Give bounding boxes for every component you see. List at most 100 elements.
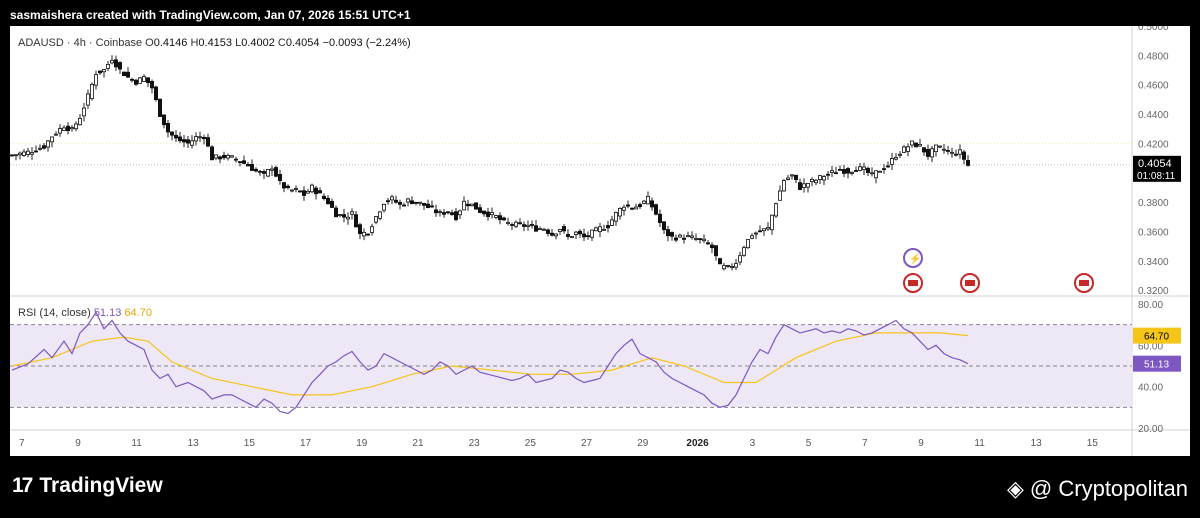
credit: ◈ @ Cryptopolitan <box>1007 476 1188 502</box>
candle <box>802 183 807 188</box>
price-tick-label: 0.4600 <box>1138 81 1169 92</box>
candle <box>405 198 410 203</box>
candle <box>409 200 414 205</box>
candle <box>82 107 87 117</box>
candle <box>130 78 135 81</box>
candle <box>718 258 723 265</box>
candle <box>333 207 338 218</box>
candle <box>666 229 671 237</box>
price-tag-countdown: 01:08:11 <box>1137 171 1176 182</box>
rsi-legend-part: 51.13 <box>94 307 125 319</box>
candle <box>634 206 639 210</box>
candle <box>538 228 543 231</box>
candle <box>686 235 691 238</box>
candle <box>481 210 486 215</box>
candle <box>269 168 274 171</box>
candle <box>289 189 294 192</box>
time-tick-label: 17 <box>300 438 312 449</box>
time-tick-label: 7 <box>19 438 25 449</box>
candle <box>413 201 418 204</box>
candle <box>90 83 95 99</box>
candle <box>594 227 599 232</box>
candle <box>313 187 318 195</box>
candle <box>477 207 482 213</box>
price-tick-label: 0.3800 <box>1138 198 1169 209</box>
candle <box>630 207 635 210</box>
candle <box>141 76 146 82</box>
time-tick-label: 11 <box>974 438 985 449</box>
candle <box>273 167 278 177</box>
candle <box>185 139 190 144</box>
candle <box>706 242 711 245</box>
candle <box>165 122 170 133</box>
candle <box>501 217 506 221</box>
candle <box>46 140 51 148</box>
rsi-legend: RSI (14, close) 51.13 64.70 <box>18 307 152 319</box>
rsi-ma-line <box>11 332 969 396</box>
candle <box>33 150 38 153</box>
candle <box>94 74 99 86</box>
candle <box>345 216 350 220</box>
candle <box>690 235 695 238</box>
candle <box>694 237 699 240</box>
candle <box>602 229 607 231</box>
legend-part: H <box>190 37 198 49</box>
candle <box>866 167 871 173</box>
candle <box>790 174 795 177</box>
candle <box>582 233 587 238</box>
candle <box>574 231 579 235</box>
legend-part: C <box>278 37 286 49</box>
candle <box>654 204 659 215</box>
candle <box>505 221 510 224</box>
candle <box>265 169 270 177</box>
candle <box>425 203 430 209</box>
candle <box>726 265 731 267</box>
candle <box>181 139 186 143</box>
candle <box>189 140 194 146</box>
rsi-ma-tag-value: 64.70 <box>1144 332 1169 343</box>
candle <box>177 136 182 142</box>
rsi-ma-tag <box>1133 327 1181 344</box>
candle <box>950 151 955 154</box>
candle <box>614 212 619 222</box>
candle <box>578 230 583 235</box>
candle <box>305 190 310 194</box>
candle <box>114 59 119 68</box>
candle <box>958 149 963 155</box>
candle <box>902 146 907 153</box>
candle <box>58 128 63 134</box>
lightning-icon <box>903 248 923 268</box>
candle <box>558 229 563 232</box>
candle <box>786 177 791 180</box>
candle <box>237 161 242 164</box>
candle <box>42 145 47 149</box>
candle <box>894 157 899 160</box>
candle <box>349 211 354 215</box>
candle <box>493 215 498 218</box>
candle <box>522 224 527 227</box>
time-tick-label: 13 <box>188 438 200 449</box>
time-tick-label: 11 <box>131 438 142 449</box>
candle <box>337 214 342 216</box>
candle <box>698 238 703 241</box>
candle <box>257 170 262 173</box>
rsi-tag <box>1133 355 1181 372</box>
candle <box>17 152 22 156</box>
candle <box>762 228 767 232</box>
candle <box>678 234 683 238</box>
price-tick-label: 0.3200 <box>1138 286 1169 297</box>
candle <box>385 200 390 203</box>
us-flag-event-icon-flag <box>965 280 975 286</box>
candle <box>14 154 19 157</box>
candle <box>377 211 382 219</box>
candle <box>750 235 755 239</box>
rsi-tick-label: 20.00 <box>1138 424 1163 435</box>
price-chart[interactable]: 0.50000.48000.46000.44000.42000.40000.38… <box>10 26 1190 456</box>
legend-part: 0.4146 <box>154 37 191 49</box>
candle <box>373 216 378 223</box>
price-tick-label: 0.4200 <box>1138 139 1169 150</box>
price-tag-value: 0.4054 <box>1138 158 1172 170</box>
candle <box>205 137 210 147</box>
candle <box>361 231 366 237</box>
time-tick-label: 15 <box>1087 438 1099 449</box>
